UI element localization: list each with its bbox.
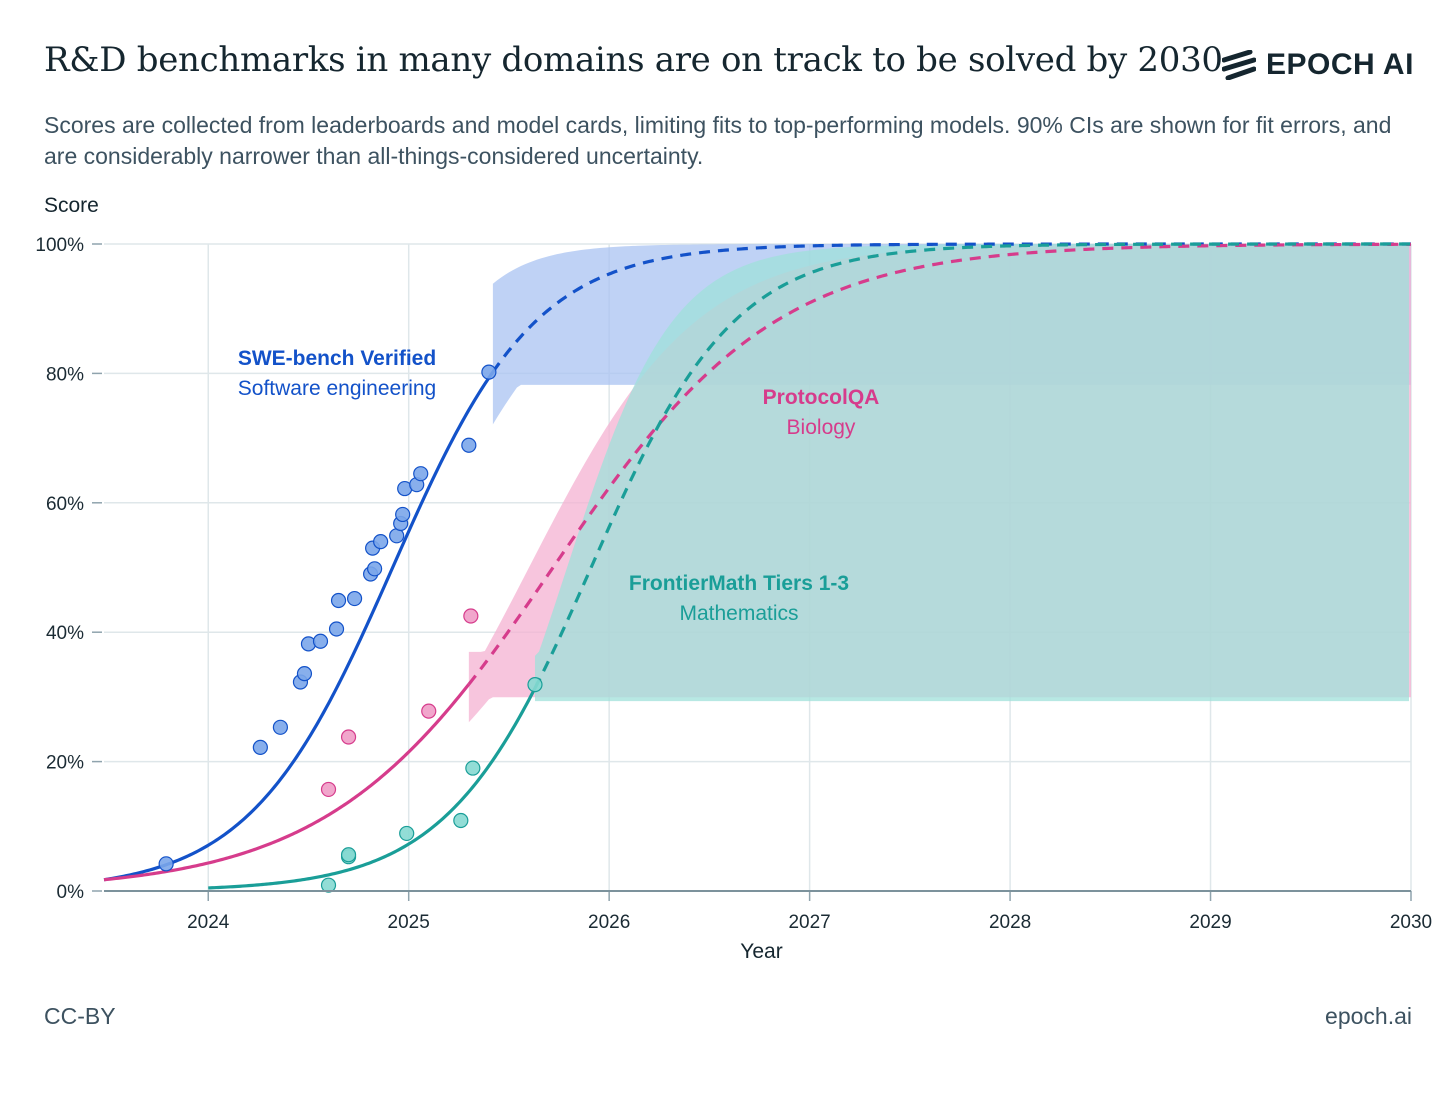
data-point: [320, 877, 337, 893]
data-point: [399, 825, 415, 842]
confidence-bands: [468, 244, 1412, 723]
series-label: ProtocolQA: [763, 386, 880, 409]
data-point: [395, 506, 411, 523]
data-point: [320, 781, 337, 798]
data-point: [328, 621, 345, 637]
y-tick-label: 60%: [46, 494, 84, 515]
series-label: SWE-bench Verified: [238, 347, 436, 370]
data-point: [465, 760, 481, 776]
data-point: [272, 719, 289, 735]
data-point: [296, 666, 313, 682]
epoch-ai-logo: EPOCH AI: [1222, 48, 1414, 82]
x-tick-label: 2024: [187, 912, 230, 933]
data-point: [461, 437, 477, 453]
data-point: [481, 364, 497, 380]
fit-line-solid-1: [103, 371, 495, 882]
data-point: [312, 633, 329, 649]
series-domain: Biology: [787, 416, 856, 439]
data-point: [252, 739, 268, 755]
x-tick-label: 2028: [989, 912, 1031, 933]
chart-title: R&D benchmarks in many domains are on tr…: [44, 40, 1223, 80]
y-tick-label: 0%: [57, 882, 85, 903]
data-point: [421, 703, 437, 719]
chart-subtitle: Scores are collected from leaderboards a…: [44, 112, 1392, 169]
logo-text: EPOCH AI: [1266, 48, 1414, 81]
data-point: [330, 592, 347, 609]
data-point: [340, 847, 357, 863]
x-axis-title: Year: [740, 940, 782, 963]
fit-line-projection-3: [533, 242, 1412, 689]
y-tick-label: 100%: [35, 235, 84, 256]
epoch-logo-icon: [1222, 50, 1256, 80]
fit-line-solid-2: [103, 683, 471, 882]
axes: 0% 20% 40% 60% 80% 100% 2024 2025 2026 2027 2028 20…: [35, 194, 1432, 963]
x-tick-label: 2029: [1189, 912, 1231, 933]
y-tick-label: 40%: [46, 623, 84, 644]
data-point: [527, 677, 543, 693]
data-point: [413, 466, 429, 482]
x-tick-label: 2025: [388, 912, 430, 933]
fit-lines: [103, 242, 1412, 890]
y-tick-label: 20%: [46, 753, 84, 774]
fit-line-projection-2: [467, 242, 1412, 686]
license-label: CC-BY: [44, 1003, 116, 1029]
data-point: [158, 856, 174, 872]
x-tick-label: 2026: [588, 912, 630, 933]
data-point: [453, 812, 469, 829]
y-tick-label: 80%: [46, 364, 84, 385]
series-domain: Mathematics: [679, 602, 798, 625]
y-axis-title: Score: [44, 194, 99, 217]
data-point: [367, 561, 383, 577]
site-link[interactable]: epoch.ai: [1325, 1003, 1412, 1029]
data-point: [340, 729, 357, 745]
series-label: FrontierMath Tiers 1-3: [629, 572, 849, 595]
series-domain: Software engineering: [238, 377, 436, 400]
x-tick-label: 2030: [1390, 912, 1432, 933]
ci-band-3: [534, 244, 1409, 702]
data-point: [373, 534, 389, 550]
fit-line-solid-3: [208, 687, 537, 890]
data-point: [346, 590, 363, 607]
series-annotations: SWE-bench Verified Software engineering Pr…: [238, 347, 880, 625]
data-points: [158, 364, 543, 893]
x-tick-label: 2027: [788, 912, 830, 933]
data-point: [463, 608, 479, 624]
